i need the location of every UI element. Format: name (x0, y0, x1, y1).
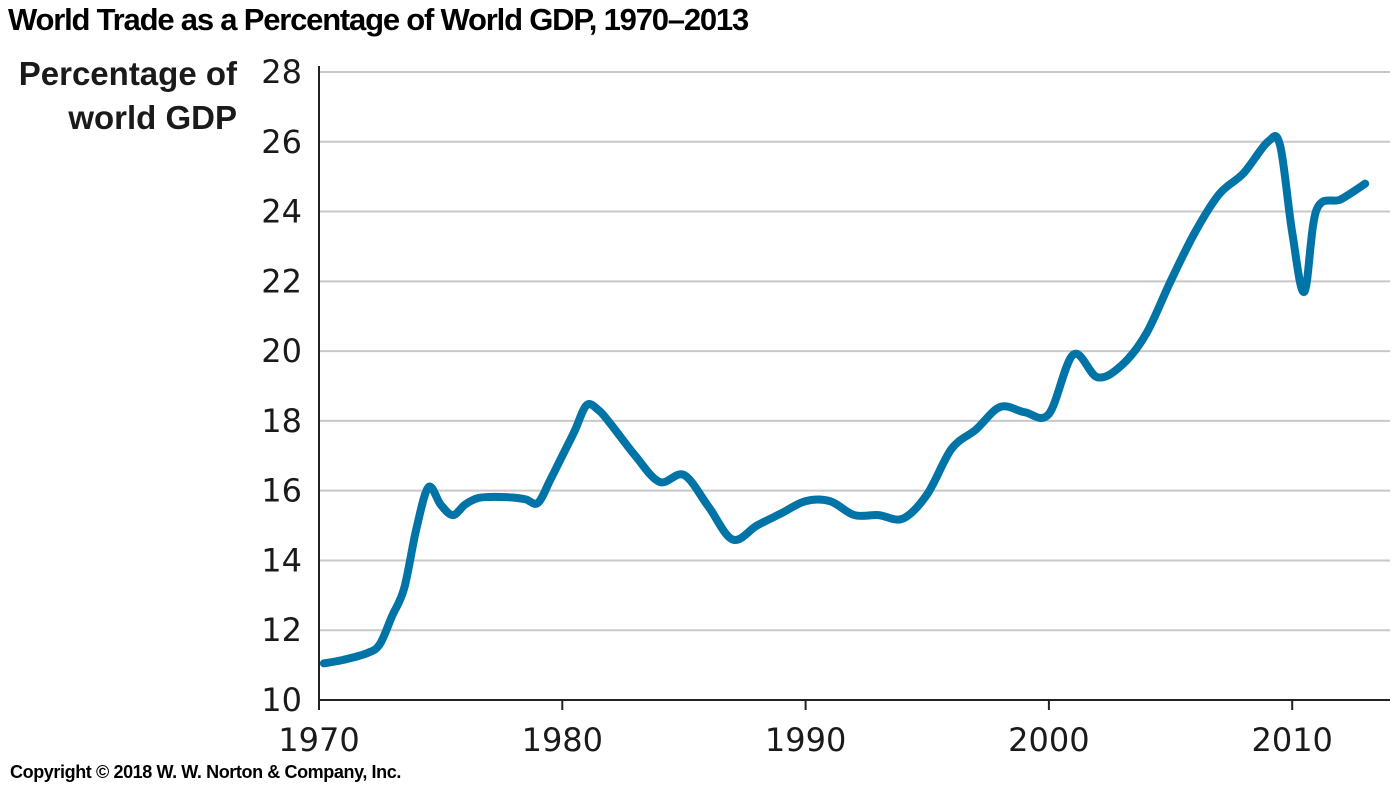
gridlines (319, 71, 1390, 632)
data-point-1972.5 (377, 641, 383, 647)
data-point-1975 (438, 502, 444, 508)
data-point-1980.5 (571, 428, 577, 434)
y-tick-label-12: 12 (261, 611, 302, 649)
y-tick-label-18: 18 (261, 402, 302, 440)
y-tick-label-26: 26 (261, 123, 302, 161)
x-tick-labels: 1970 1980 1990 2000 2010 (278, 721, 1333, 759)
series-line-0 (319, 132, 1370, 668)
data-point-1996 (949, 446, 955, 452)
data-point-1971 (340, 657, 346, 663)
data-point-2002 (1095, 374, 1101, 380)
data-point-1991 (827, 498, 833, 504)
series-layer (319, 132, 1370, 668)
data-point-1977 (486, 494, 492, 500)
data-point-1982 (608, 421, 614, 427)
data-point-2007 (1216, 191, 1222, 197)
data-point-1970.2 (321, 660, 327, 666)
data-point-1995 (924, 491, 930, 497)
x-tick-label-2010: 2010 (1251, 721, 1332, 759)
data-point-1984 (657, 479, 663, 485)
data-point-1972 (365, 650, 371, 656)
y-axis-label-line-2: world GDP (68, 99, 237, 136)
y-tick-label-14: 14 (261, 541, 302, 579)
data-point-1978.5 (523, 496, 529, 502)
data-point-2012 (1338, 196, 1344, 202)
data-point-1979.5 (547, 477, 553, 483)
data-point-2013 (1362, 181, 1368, 187)
data-point-1987 (730, 537, 736, 543)
data-point-1986 (705, 503, 711, 509)
data-point-2000 (1046, 411, 1052, 417)
x-tick-label-1980: 1980 (522, 721, 603, 759)
data-point-1985 (681, 472, 687, 478)
data-point-1974 (413, 526, 419, 532)
data-point-1973.5 (401, 585, 407, 591)
x-tick-label-1990: 1990 (765, 721, 846, 759)
data-point-1989 (778, 510, 784, 516)
data-point-1994 (900, 516, 906, 522)
data-point-1973 (389, 613, 395, 619)
data-point-1979 (535, 500, 541, 506)
data-point-2009 (1265, 139, 1271, 145)
data-point-2001 (1070, 352, 1076, 358)
data-point-1992 (851, 512, 857, 518)
y-tick-label-16: 16 (261, 472, 302, 510)
y-tick-labels: 10 12 14 16 18 20 22 24 26 28 (261, 53, 302, 719)
data-point-2003 (1119, 362, 1125, 368)
data-point-2010 (1289, 229, 1295, 235)
data-point-1975.5 (450, 512, 456, 518)
x-tick-label-2000: 2000 (1008, 721, 1089, 759)
axes (318, 66, 1390, 710)
data-point-1997 (973, 427, 979, 433)
data-point-1978 (511, 495, 517, 501)
data-point-1976.5 (474, 495, 480, 501)
data-point-1990 (803, 498, 809, 504)
data-point-2011 (1314, 207, 1320, 213)
data-point-1980 (559, 453, 565, 459)
y-tick-label-20: 20 (261, 332, 302, 370)
data-point-2005 (1168, 278, 1174, 284)
data-point-2004 (1143, 331, 1149, 337)
chart-title: World Trade as a Percentage of World GDP… (8, 2, 749, 37)
data-point-2006 (1192, 229, 1198, 235)
data-point-1999 (1022, 409, 1028, 415)
data-point-2009.5 (1277, 142, 1283, 148)
data-point-1981 (584, 402, 590, 408)
data-point-1977.5 (498, 494, 504, 500)
y-tick-label-22: 22 (261, 262, 302, 300)
copyright-notice: Copyright © 2018 W. W. Norton & Company,… (10, 762, 401, 782)
y-axis-label-line-1: Percentage of (18, 55, 237, 92)
y-axis-label: Percentage of world GDP (0, 52, 237, 140)
data-point-1983 (632, 453, 638, 459)
data-point-1976 (462, 502, 468, 508)
data-point-2008 (1241, 170, 1247, 176)
data-point-1974.5 (425, 484, 431, 490)
data-point-1981.5 (596, 407, 602, 413)
data-point-1998 (997, 404, 1003, 410)
y-tick-label-28: 28 (261, 53, 302, 91)
data-point-1988 (754, 523, 760, 529)
y-tick-label-24: 24 (261, 193, 302, 231)
data-point-1993 (876, 512, 882, 518)
data-point-2010.5 (1301, 289, 1307, 295)
x-tick-label-1970: 1970 (278, 721, 359, 759)
y-tick-label-10: 10 (261, 681, 302, 719)
